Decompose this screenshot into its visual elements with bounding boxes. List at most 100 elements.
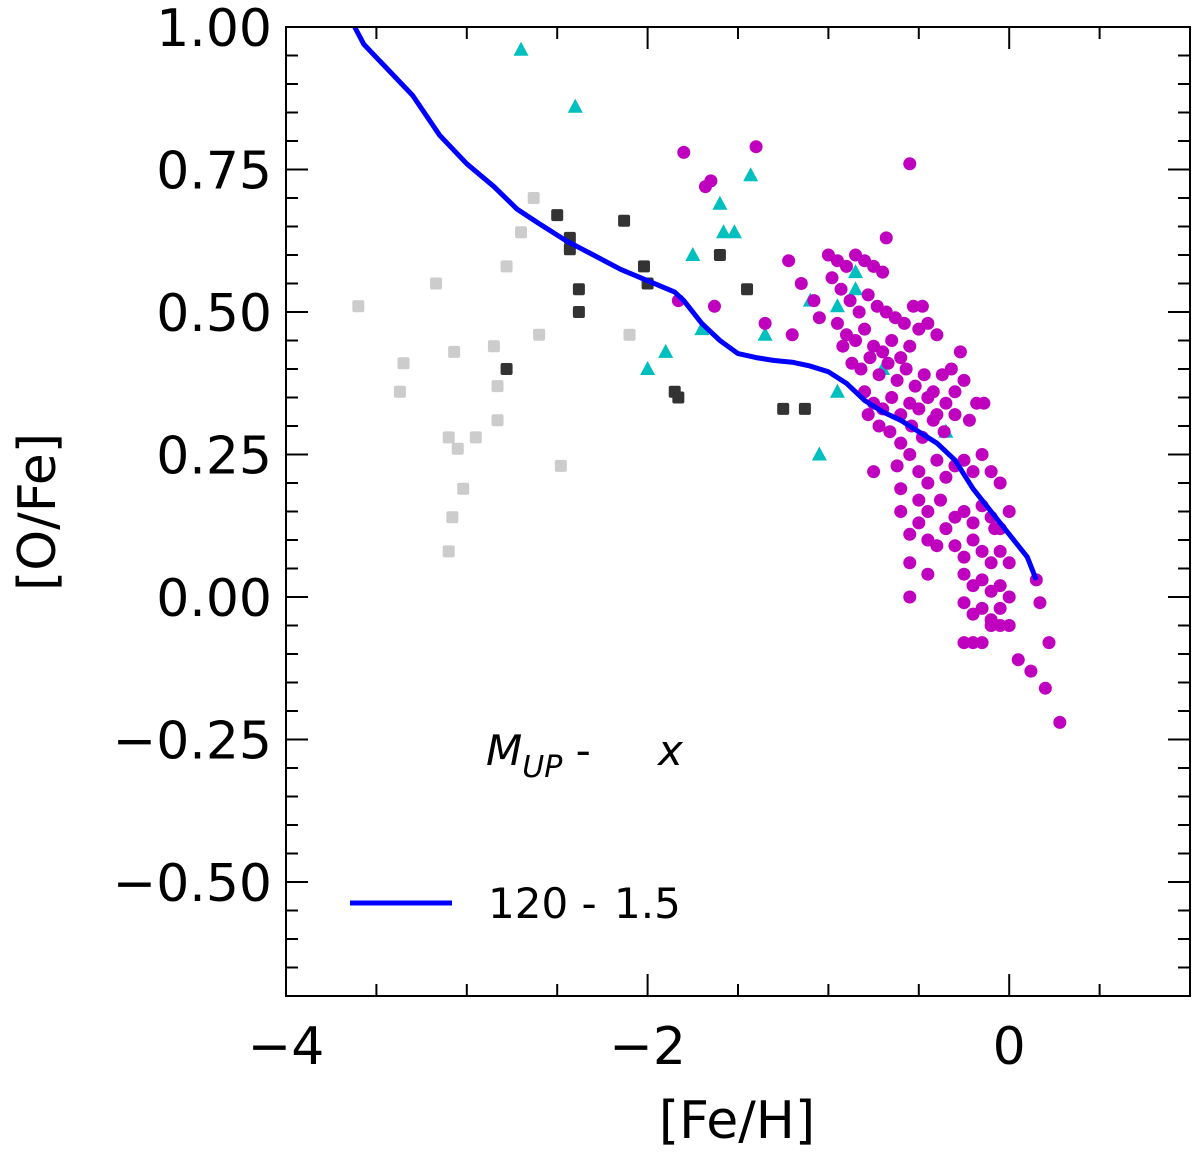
legend-entry-left: 120 - — [488, 879, 597, 928]
dark-grey-squares-point-14 — [798, 402, 811, 415]
magenta-circles-point-56 — [944, 362, 958, 376]
light-grey-squares-point-7 — [457, 482, 470, 495]
magenta-circles-point-138 — [975, 636, 989, 650]
magenta-circles-point-71 — [872, 419, 886, 433]
magenta-circles-point-119 — [903, 556, 917, 570]
magenta-circles-point-6 — [758, 316, 772, 330]
magenta-circles-point-105 — [1002, 505, 1016, 518]
magenta-circles-point-29 — [897, 316, 911, 330]
magenta-circles-point-67 — [939, 396, 953, 410]
y-tick-label: −0.25 — [113, 712, 272, 772]
dark-grey-squares-point-11 — [713, 249, 726, 261]
light-grey-squares-point-17 — [533, 328, 546, 341]
magenta-circles-point-37 — [876, 345, 890, 359]
cyan-triangles-point-10 — [829, 298, 845, 313]
magenta-circles-point-127 — [903, 590, 917, 604]
magenta-circles-point-123 — [975, 573, 989, 587]
magenta-circles-point-132 — [993, 601, 1007, 615]
magenta-circles-point-113 — [957, 550, 971, 564]
magenta-circles-point-100 — [957, 505, 971, 518]
magenta-circles-point-19 — [879, 231, 893, 245]
magenta-circles-point-43 — [930, 328, 944, 342]
magenta-circles-point-52 — [908, 379, 922, 393]
magenta-circles-point-31 — [915, 299, 929, 313]
dark-grey-squares-point-13 — [777, 402, 790, 415]
cyan-triangles-point-3 — [712, 195, 728, 210]
light-grey-squares-point-1 — [397, 357, 410, 370]
magenta-circles-point-73 — [894, 436, 908, 450]
dark-grey-squares-point-12 — [741, 283, 754, 296]
magenta-circles-point-112 — [948, 539, 962, 553]
light-grey-squares-point-12 — [491, 380, 504, 393]
dark-grey-squares-point-10 — [672, 391, 685, 404]
magenta-circles-point-141 — [1042, 636, 1056, 650]
magenta-circles-point-125 — [993, 579, 1007, 593]
magenta-circles-point-14 — [839, 259, 853, 273]
magenta-circles-point-92 — [975, 448, 989, 461]
magenta-circles-point-76 — [926, 413, 940, 427]
light-grey-squares-point-10 — [469, 431, 482, 444]
model-line-120-1.5 — [352, 25, 1039, 581]
magenta-circles-point-116 — [984, 556, 998, 570]
light-grey-squares-point-19 — [623, 328, 636, 341]
cyan-triangles-point-4 — [716, 224, 732, 239]
cyan-triangles-point-7 — [757, 326, 773, 341]
magenta-circles-point-70 — [861, 408, 875, 422]
legend: MUP - x 120 - 1.5 — [350, 726, 684, 928]
magenta-circles-point-35 — [858, 322, 872, 336]
dark-grey-squares-point-4 — [572, 283, 585, 296]
legend-header-sep: - — [562, 726, 591, 775]
y-axis-label: [O/Fe] — [8, 433, 68, 591]
magenta-circles-point-134 — [993, 619, 1007, 632]
magenta-circles-point-10 — [807, 294, 821, 308]
magenta-circles-point-142 — [1011, 653, 1025, 667]
magenta-circles-point-137 — [966, 636, 980, 650]
light-grey-squares-point-18 — [554, 459, 567, 472]
magenta-circles-point-83 — [890, 459, 904, 473]
y-tick-label: −0.50 — [113, 854, 272, 914]
light-grey-squares-point-8 — [446, 511, 459, 524]
magenta-circles-point-39 — [894, 351, 908, 365]
magenta-circles-point-133 — [984, 619, 998, 632]
cyan-triangles-point-6 — [743, 167, 759, 182]
magenta-circles-point-114 — [966, 533, 980, 547]
light-grey-squares-point-3 — [430, 277, 443, 290]
magenta-circles-point-118 — [1002, 556, 1016, 570]
magenta-circles-point-111 — [939, 522, 953, 536]
magenta-circles-point-145 — [1053, 715, 1067, 729]
light-grey-squares-point-11 — [487, 340, 500, 353]
cyan-triangles-point-0 — [513, 41, 529, 56]
magenta-circles-point-47 — [863, 351, 877, 365]
y-tick-label: 1.00 — [156, 0, 272, 59]
magenta-circles-point-143 — [1024, 664, 1038, 678]
dark-grey-squares-point-7 — [637, 260, 650, 273]
magenta-circles-point-34 — [849, 334, 863, 347]
magenta-circles-point-85 — [912, 465, 926, 479]
magenta-circles-point-144 — [1038, 681, 1052, 695]
data-layer — [352, 41, 1067, 729]
magenta-circles-point-20 — [903, 157, 917, 171]
light-grey-squares-point-14 — [500, 260, 513, 273]
magenta-circles-point-2 — [704, 174, 718, 188]
magenta-circles-point-128 — [957, 596, 971, 610]
magenta-circles-point-69 — [957, 373, 971, 387]
magenta-circles-point-90 — [957, 453, 971, 467]
magenta-circles-point-86 — [921, 476, 935, 490]
plot-frame — [285, 26, 1191, 997]
magenta-circles-point-84 — [903, 448, 917, 461]
magenta-circles-point-57 — [953, 345, 967, 359]
magenta-circles-point-146 — [988, 522, 1002, 536]
magenta-circles-point-7 — [782, 254, 796, 268]
magenta-circles-point-30 — [906, 299, 920, 313]
magenta-circles-point-93 — [984, 465, 998, 479]
light-grey-squares-point-13 — [491, 414, 504, 427]
magenta-circles-point-49 — [881, 356, 895, 370]
magenta-circles-point-38 — [885, 334, 899, 347]
magenta-circles-point-106 — [894, 505, 908, 518]
magenta-circles-point-115 — [975, 544, 989, 558]
magenta-circles-point-88 — [939, 470, 953, 484]
magenta-circles-point-64 — [912, 402, 926, 416]
legend-entry-right: 1.5 — [614, 879, 681, 928]
light-grey-squares-point-16 — [527, 192, 540, 204]
magenta-circles-point-42 — [921, 316, 935, 330]
